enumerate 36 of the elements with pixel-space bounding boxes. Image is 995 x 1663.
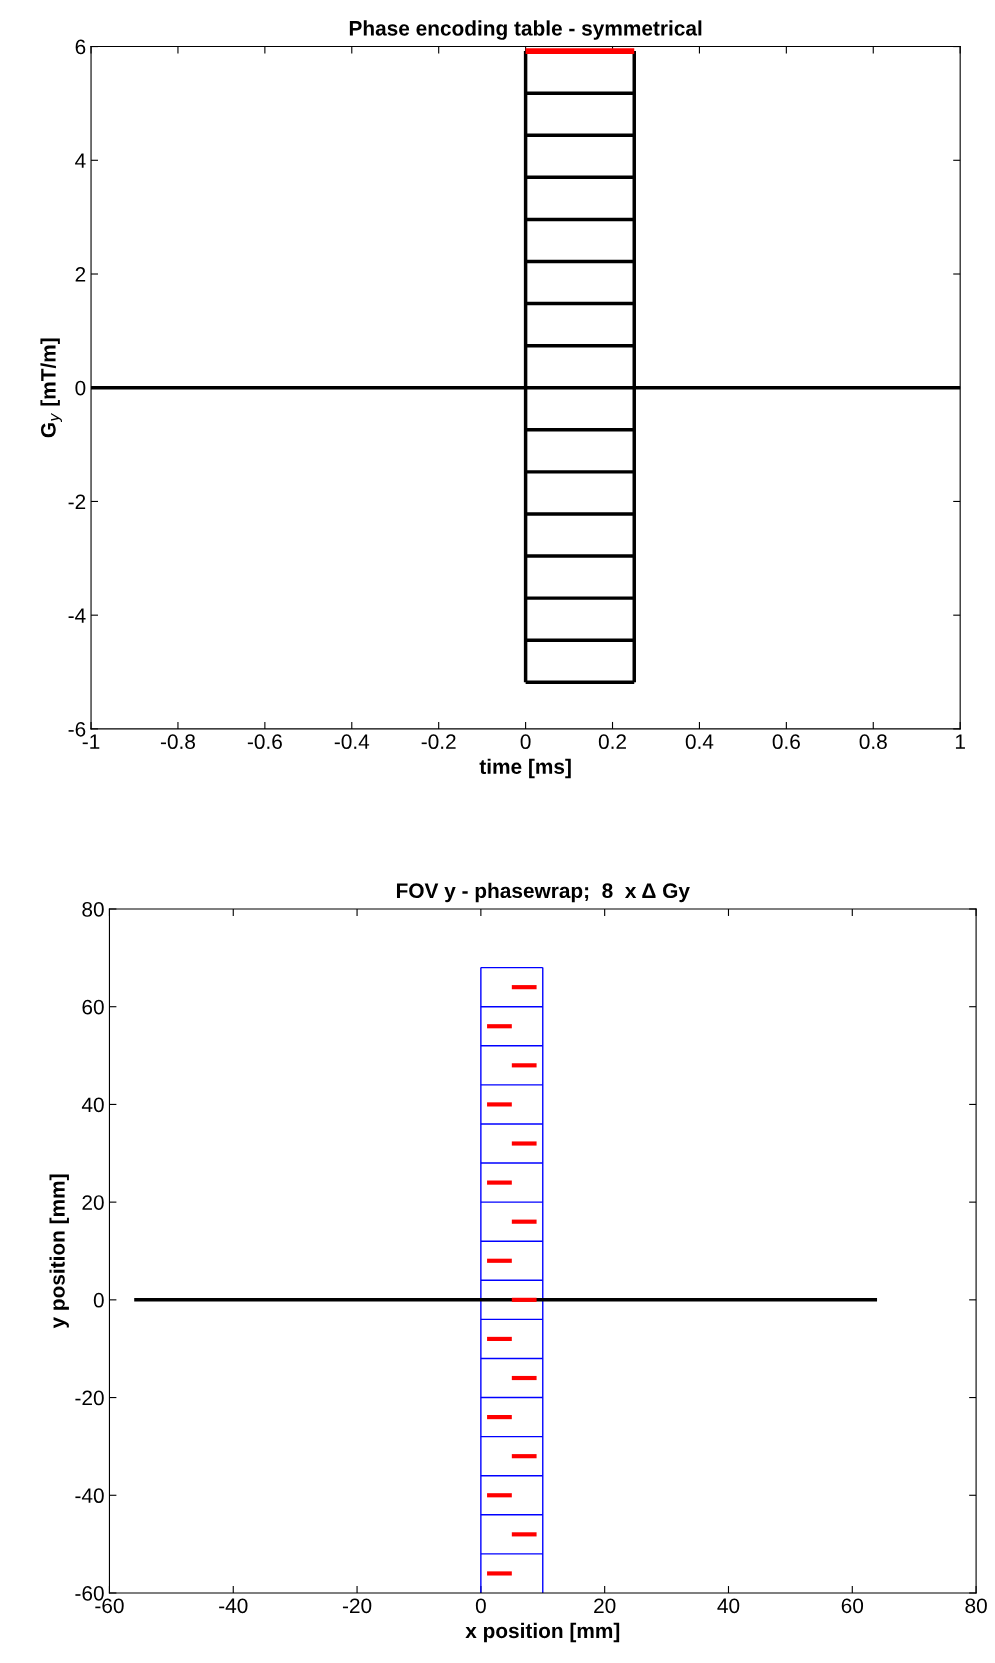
y-tick-label: 60 [82, 999, 104, 1015]
x-tick-label: 1 [955, 734, 965, 749]
y-tick-label: 6 [75, 39, 86, 55]
y-tick-label: 80 [82, 902, 104, 917]
x-tick-label: 60 [841, 1598, 864, 1614]
x-tick-label: -0.8 [160, 734, 195, 750]
y-tick-label: 20 [82, 1195, 104, 1210]
x-tick-label: 0.8 [859, 734, 887, 750]
x-tick-label: 80 [965, 1598, 987, 1614]
x-tick-label: 0 [520, 734, 531, 750]
y-tick-label: -40 [75, 1488, 104, 1504]
x-tick-label: -0.4 [334, 734, 370, 750]
x-tick-label: 40 [717, 1598, 740, 1614]
y-tick-label: -20 [75, 1390, 104, 1406]
x-tick-label: 20 [594, 1598, 616, 1614]
y-tick-label: 0 [75, 380, 86, 396]
y-axis-title: G$_{y}$ [mT/m] [40, 338, 62, 438]
x-tick-label: -0.6 [247, 734, 282, 750]
x-tick-label: 0 [475, 1598, 486, 1614]
y-tick-label: -4 [68, 608, 86, 623]
y-tick-label: 0 [93, 1292, 104, 1308]
y-tick-label: -2 [68, 494, 86, 509]
x-tick-label: -20 [342, 1598, 372, 1614]
chart-title: FOV y - phasewrap; 8 x Δ Gy [396, 882, 690, 903]
y-tick-label: 2 [75, 267, 86, 282]
y-axis-title: y position [mm] [49, 1174, 69, 1329]
x-axis-title: time [ms] [479, 758, 571, 779]
x-tick-label: -0.2 [421, 734, 456, 750]
x-tick-label: 0.4 [685, 734, 714, 750]
chart-title: Phase encoding table - symmetrical [349, 20, 702, 40]
x-tick-label: 0.2 [598, 734, 626, 750]
y-tick-label: 40 [81, 1097, 104, 1113]
x-axis-title: x position [mm] [465, 1622, 620, 1643]
x-tick-label: 0.6 [772, 734, 800, 750]
y-tick-label: 4 [75, 153, 86, 168]
x-tick-label: -40 [219, 1598, 248, 1614]
